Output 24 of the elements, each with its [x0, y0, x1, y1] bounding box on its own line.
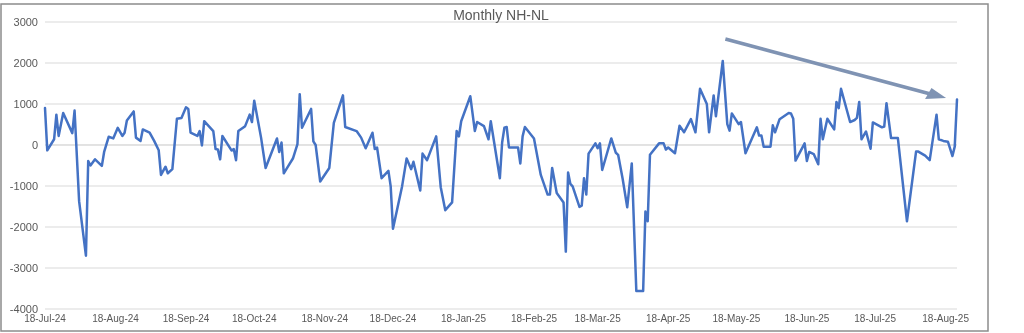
y-tick-label: -4000	[9, 302, 38, 315]
x-tick-label: 18-Feb-25	[510, 313, 558, 324]
chart-title: Monthly NH-NL	[453, 6, 550, 23]
x-tick-label: 18-Apr-25	[645, 313, 691, 324]
x-tick-label: 18-Aug-25	[922, 313, 970, 324]
x-tick-label: 18-Nov-24	[301, 313, 349, 324]
x-tick-label: 18-Sep-24	[162, 313, 210, 324]
y-tick-label: 1000	[13, 97, 38, 110]
y-tick-label: 3000	[13, 15, 38, 28]
y-tick-label: 0	[31, 138, 38, 151]
y-tick-label: 2000	[13, 56, 38, 69]
x-tick-label: 18-May-25	[712, 313, 761, 324]
line-series	[43, 59, 959, 293]
x-tick-label: 18-Dec-24	[369, 313, 417, 324]
x-tick-label: 18-Jul-25	[854, 313, 897, 324]
x-tick-label: 18-Jan-25	[440, 313, 487, 324]
y-tick-label: -3000	[9, 261, 38, 274]
x-tick-label: 18-Jun-25	[784, 313, 830, 324]
y-tick-label: -1000	[9, 179, 38, 192]
x-tick-label: 18-Mar-25	[574, 313, 622, 324]
x-tick-label: 18-Oct-24	[232, 313, 277, 324]
x-tick-label: 18-Jul-24	[24, 313, 67, 324]
y-tick-label: -2000	[9, 220, 38, 233]
x-tick-label: 18-Aug-24	[92, 313, 140, 324]
